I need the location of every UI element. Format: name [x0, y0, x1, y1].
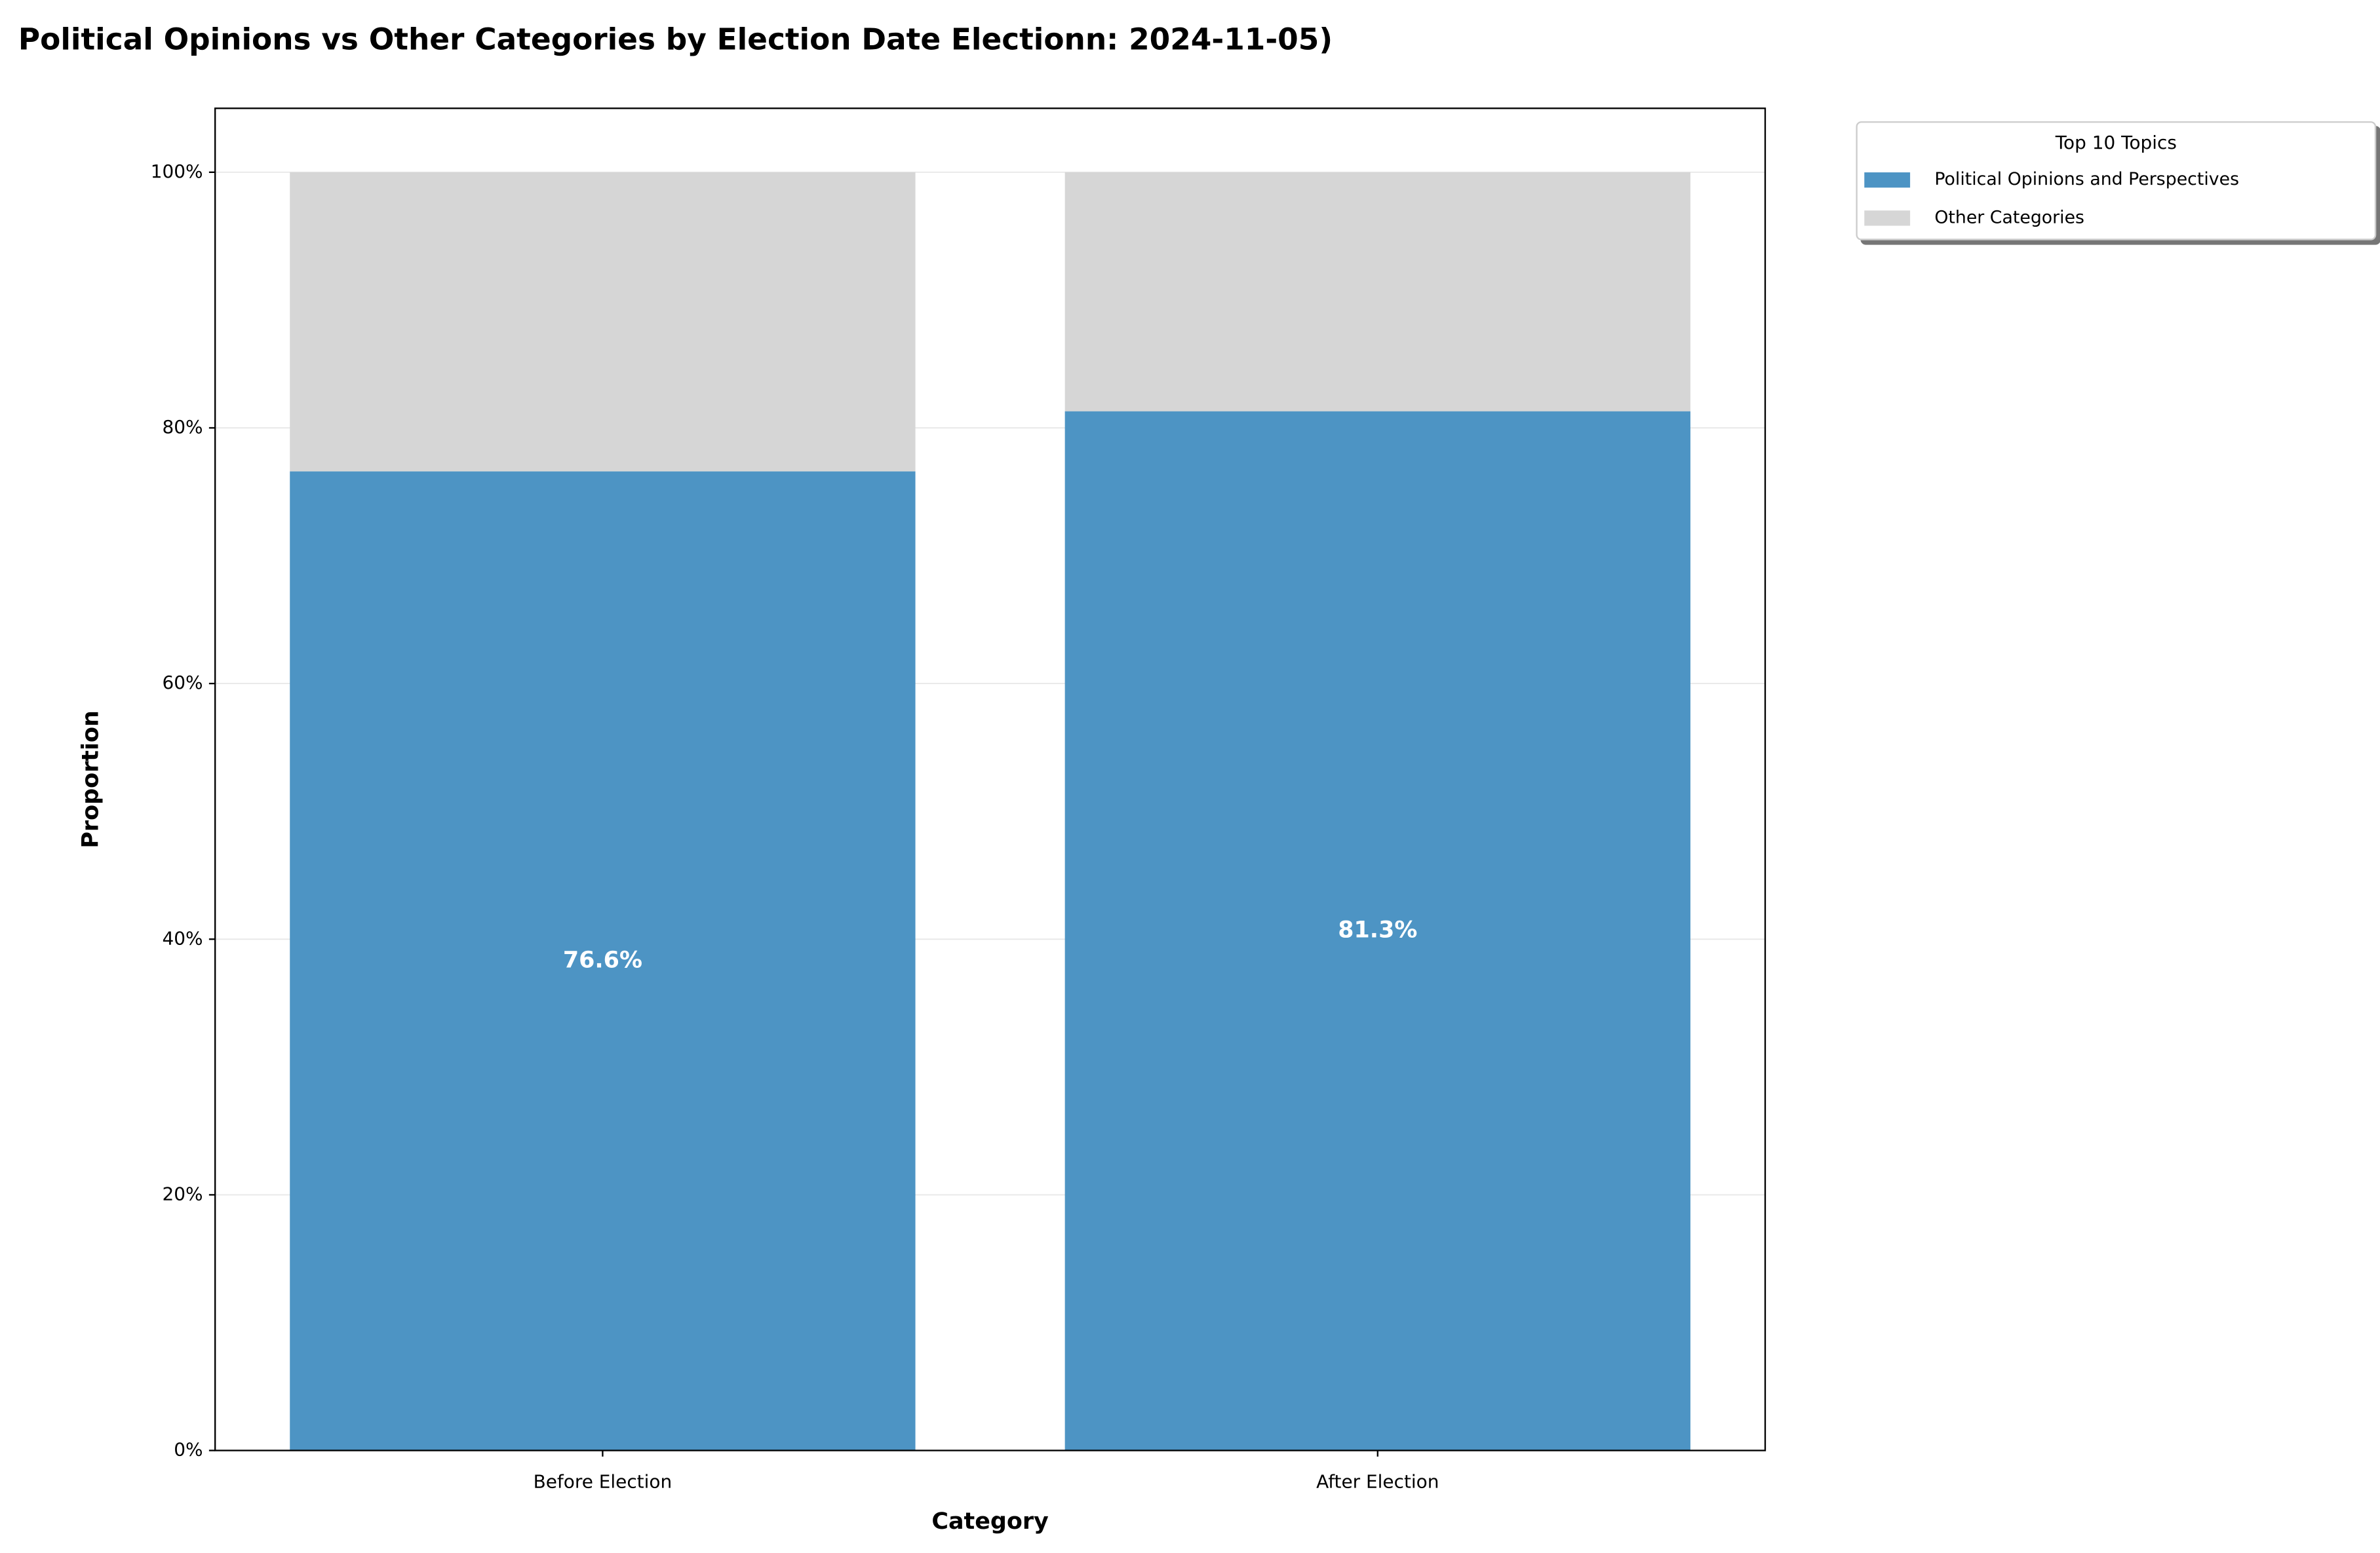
legend-title: Top 10 Topics	[2055, 132, 2177, 153]
data-label: 76.6%	[563, 947, 642, 973]
y-tick-label: 0%	[174, 1439, 203, 1461]
bar-segment	[290, 471, 916, 1451]
legend-label: Political Opinions and Perspectives	[1934, 169, 2239, 189]
x-axis-label: Category	[931, 1508, 1049, 1535]
axes-frame	[214, 107, 1766, 1451]
data-label: 81.3%	[1338, 917, 1417, 944]
legend-box	[1856, 121, 2377, 240]
bars: 76.6% 81.3%	[290, 172, 1690, 1451]
legend: Top 10 Topics Political Opinions and Per…	[1856, 121, 2377, 240]
legend-swatch	[1864, 172, 1911, 188]
y-tick-label: 20%	[163, 1183, 203, 1204]
y-tick-label: 100%	[151, 161, 203, 182]
legend-swatch	[1864, 210, 1911, 226]
chart-title: Political Opinions vs Other Categories b…	[18, 22, 1333, 56]
legend-label: Other Categories	[1934, 207, 2084, 227]
y-tick-label: 60%	[163, 672, 203, 693]
y-tick-label: 40%	[163, 927, 203, 949]
x-tick-label: Before Election	[534, 1470, 673, 1492]
bar-segment	[1064, 411, 1690, 1451]
bar-segment	[1064, 172, 1690, 412]
bar-segment	[290, 172, 916, 472]
x-tick-label: After Election	[1316, 1470, 1439, 1492]
y-axis-label: Proportion	[78, 710, 104, 848]
y-tick-label: 80%	[163, 416, 203, 438]
